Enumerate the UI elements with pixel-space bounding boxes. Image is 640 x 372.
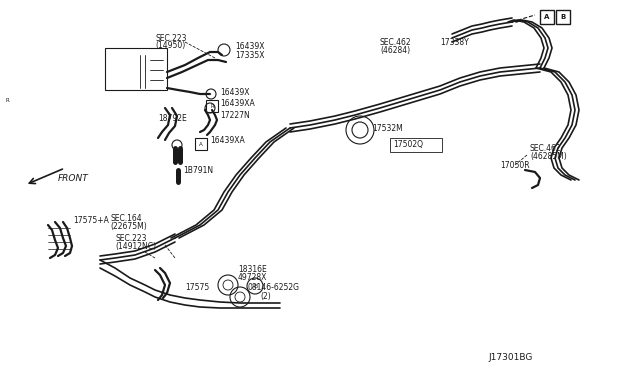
Text: 16439XA: 16439XA	[210, 135, 244, 144]
Text: (22675M): (22675M)	[110, 221, 147, 231]
Text: (46285M): (46285M)	[530, 151, 567, 160]
Text: 08146-6252G: 08146-6252G	[248, 283, 300, 292]
Text: 17575+A: 17575+A	[73, 215, 109, 224]
Text: (14950): (14950)	[155, 41, 185, 49]
Text: A: A	[544, 14, 550, 20]
Text: R: R	[5, 97, 9, 103]
Text: 16439X: 16439X	[235, 42, 264, 51]
Text: SEC.223: SEC.223	[155, 33, 186, 42]
Text: 17335X: 17335X	[235, 51, 264, 60]
Text: 16439X: 16439X	[220, 87, 250, 96]
Bar	[390, 138, 442, 152]
Text: 17338Y: 17338Y	[440, 38, 468, 46]
Text: A: A	[199, 141, 203, 147]
Text: B: B	[561, 14, 566, 20]
Text: 17532M: 17532M	[372, 124, 403, 132]
Bar	[540, 10, 554, 24]
Text: 49728X: 49728X	[238, 273, 268, 282]
Bar	[206, 100, 218, 112]
Text: SEC.462: SEC.462	[380, 38, 412, 46]
Text: 18792E: 18792E	[158, 113, 187, 122]
Text: 17227N: 17227N	[220, 110, 250, 119]
Text: 17502Q: 17502Q	[393, 140, 423, 148]
Text: 17050R: 17050R	[500, 160, 530, 170]
Text: 18316E: 18316E	[238, 266, 267, 275]
Text: R: R	[210, 103, 214, 109]
Text: SEC.223: SEC.223	[115, 234, 147, 243]
Text: J17301BG: J17301BG	[488, 353, 532, 362]
Text: (2): (2)	[260, 292, 271, 301]
Text: 1B791N: 1B791N	[183, 166, 213, 174]
Text: FRONT: FRONT	[58, 173, 89, 183]
Bar	[195, 138, 207, 150]
Text: SEC.462: SEC.462	[530, 144, 562, 153]
Text: (14912NC): (14912NC)	[115, 241, 156, 250]
Text: 17575: 17575	[185, 283, 209, 292]
Text: SEC.164: SEC.164	[110, 214, 141, 222]
Text: (46284): (46284)	[380, 45, 410, 55]
Text: B: B	[253, 283, 257, 289]
Text: 16439XA: 16439XA	[220, 99, 255, 108]
Bar	[105, 48, 167, 90]
Bar	[556, 10, 570, 24]
